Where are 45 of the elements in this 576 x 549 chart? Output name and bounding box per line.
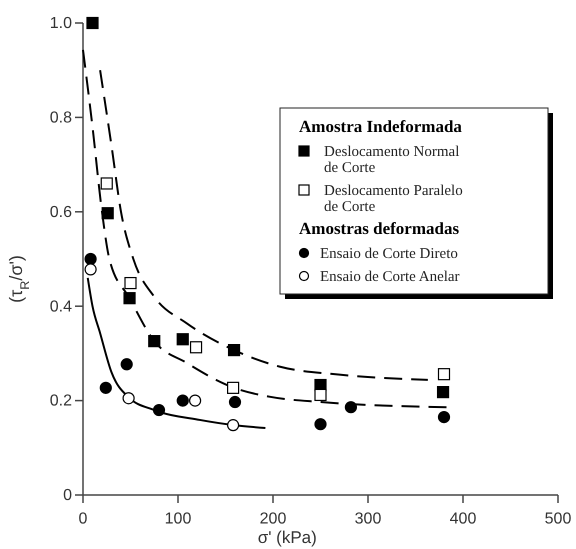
x-tick-label: 0 — [78, 510, 88, 528]
point — [314, 418, 327, 430]
point — [84, 252, 97, 266]
point — [189, 394, 202, 407]
y-tick-label: 0.6 — [50, 204, 72, 221]
point — [344, 401, 357, 414]
point — [86, 16, 99, 30]
annotation: Amostras deformadas — [299, 219, 460, 238]
legend-label: Ensaio de Corte Anelar — [320, 269, 460, 285]
point — [227, 419, 240, 432]
y-tick-label: 0.4 — [50, 298, 72, 316]
point — [314, 388, 327, 402]
y-tick-label: 0 — [63, 487, 72, 504]
point — [100, 382, 112, 394]
point — [438, 411, 450, 424]
point — [100, 177, 113, 190]
point — [84, 263, 97, 276]
point — [176, 333, 189, 346]
point — [227, 382, 240, 394]
point — [120, 358, 133, 370]
y-tick-label: 1.0 — [50, 15, 72, 32]
x-tick-label: 300 — [354, 510, 382, 528]
legend-label: Deslocamento Paralelo de Corte — [324, 183, 463, 215]
x-tick-label: 100 — [164, 510, 192, 528]
y-tick-label: 0.8 — [50, 110, 72, 127]
point — [152, 404, 166, 416]
point — [124, 276, 137, 290]
x-axis-title: σ' (kPa) — [258, 528, 317, 547]
annotation: Amostra Indeformada — [299, 117, 462, 136]
point — [438, 368, 450, 380]
x-tick-label: 200 — [260, 510, 286, 528]
point — [122, 392, 135, 404]
point — [228, 344, 240, 356]
x-tick-label: 500 — [544, 510, 572, 528]
point — [148, 335, 160, 348]
point — [102, 207, 114, 220]
point — [176, 394, 189, 407]
point — [190, 341, 202, 354]
point — [436, 386, 450, 398]
y-tick-label: 0.2 — [50, 392, 72, 410]
x-tick-label: 400 — [450, 510, 476, 528]
legend-label: Deslocamento Normal de Corte — [324, 144, 460, 176]
point — [123, 292, 136, 304]
legend-label: Ensaio de Corte Direto — [320, 246, 458, 262]
point — [228, 396, 242, 408]
